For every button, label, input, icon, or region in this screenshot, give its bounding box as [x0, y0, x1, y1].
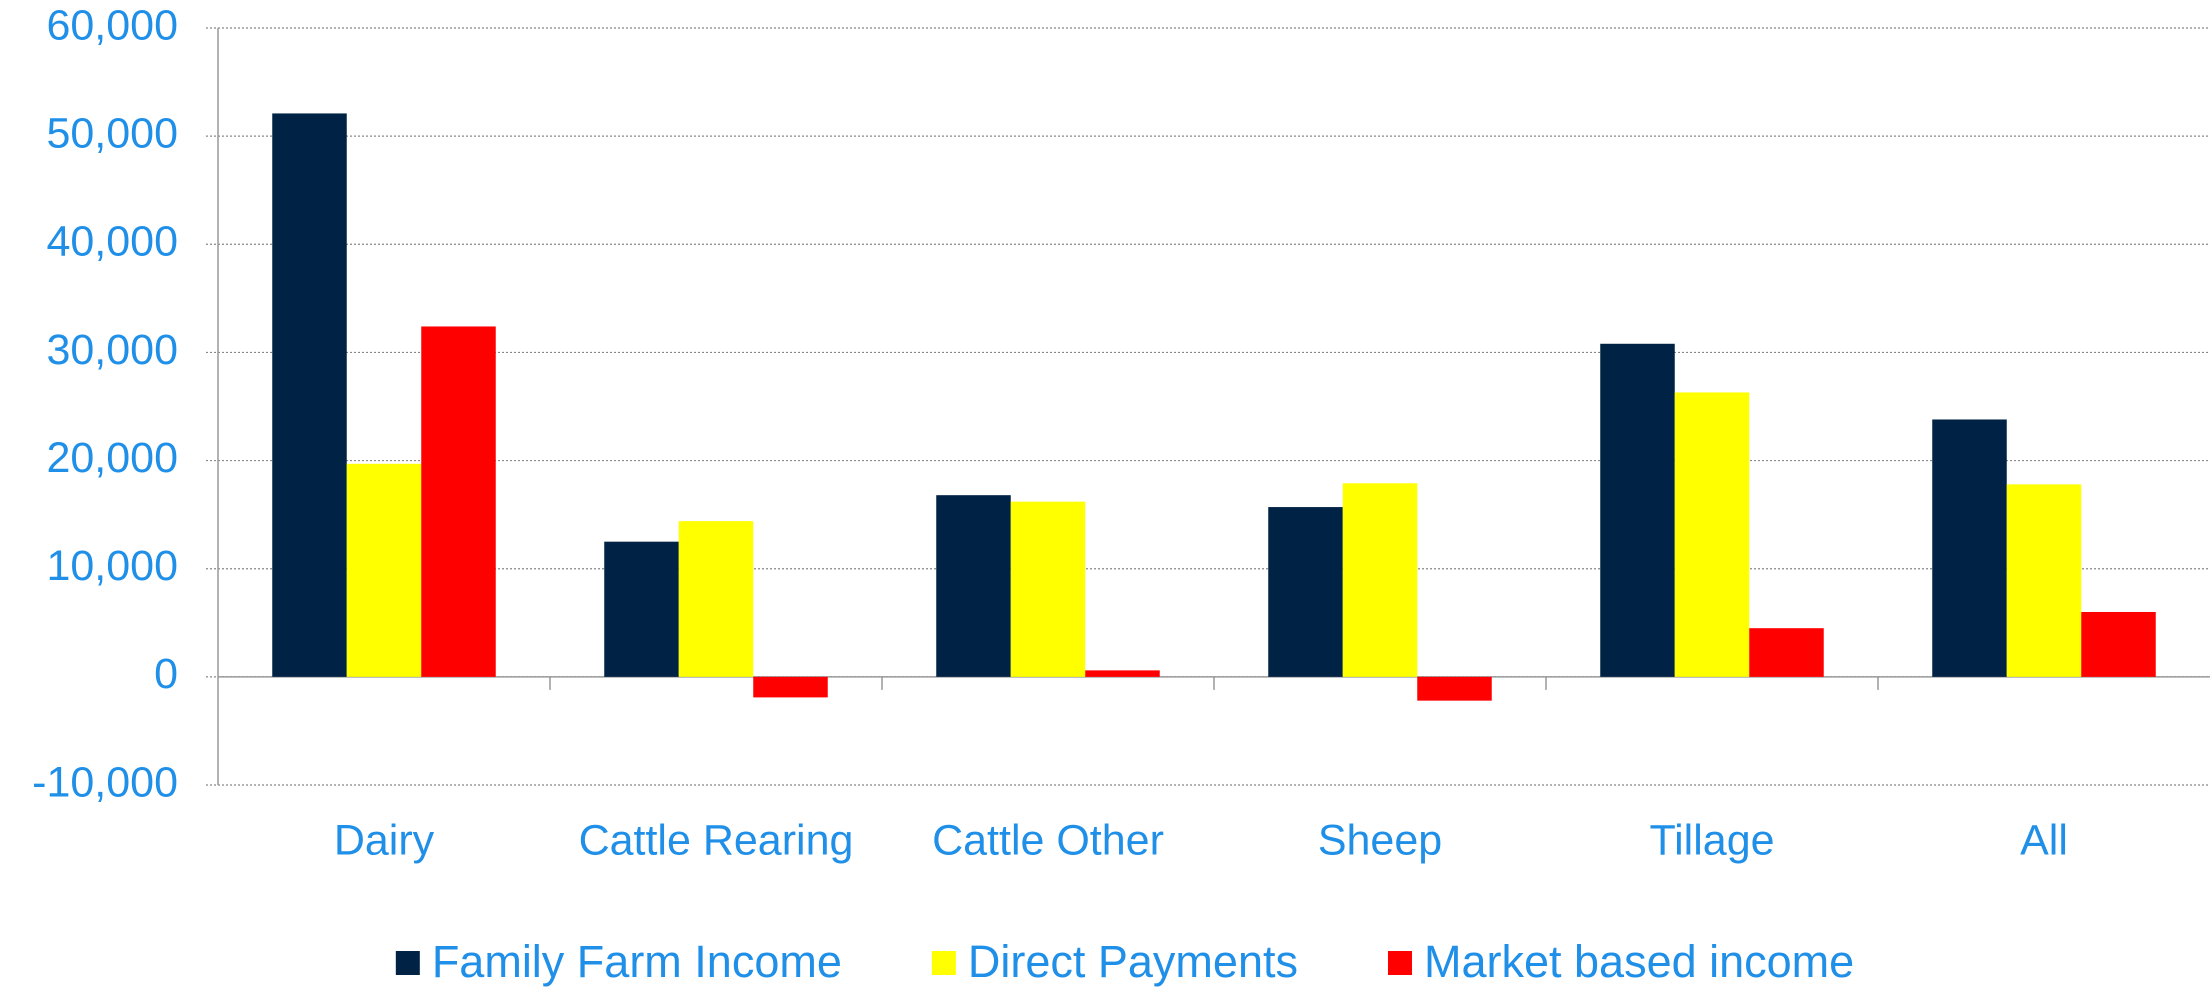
bar: [753, 676, 828, 698]
bar: [1600, 343, 1675, 677]
y-tick-label: 60,000: [46, 1, 178, 49]
legend-label: Direct Payments: [968, 936, 1298, 987]
y-tick-label: 30,000: [46, 326, 178, 374]
bar: [421, 326, 496, 677]
x-tick-label: Dairy: [334, 816, 435, 864]
bar: [1010, 501, 1086, 677]
x-tick-label: All: [2020, 816, 2068, 864]
x-tick-label: Tillage: [1649, 816, 1774, 864]
y-tick-label: 10,000: [46, 542, 178, 590]
bar: [1674, 392, 1750, 677]
legend-label: Market based income: [1424, 936, 1854, 987]
bar: [346, 463, 422, 677]
x-tick-label: Cattle Other: [932, 816, 1164, 864]
bar: [1417, 676, 1492, 701]
bar: [1342, 483, 1418, 677]
y-tick-label: 20,000: [46, 434, 178, 482]
bar: [678, 521, 754, 677]
bar: [272, 113, 347, 677]
legend-swatch: [1387, 951, 1412, 975]
bar: [604, 541, 679, 677]
bar: [2006, 484, 2082, 677]
bar: [936, 495, 1011, 677]
bar: [1932, 419, 2007, 677]
legend-swatch: [931, 951, 956, 975]
x-tick-label: Sheep: [1318, 816, 1442, 864]
bar: [1085, 670, 1160, 677]
bar: [1268, 507, 1343, 677]
legend-label: Family Farm Income: [432, 936, 842, 987]
y-tick-label: 0: [154, 650, 178, 698]
y-tick-label: 50,000: [46, 110, 178, 158]
bar: [1749, 628, 1824, 677]
legend-swatch: [395, 951, 420, 975]
x-tick-label: Cattle Rearing: [579, 816, 854, 864]
y-tick-label: -10,000: [32, 758, 178, 806]
bar: [2081, 611, 2156, 677]
y-tick-label: 40,000: [46, 218, 178, 266]
